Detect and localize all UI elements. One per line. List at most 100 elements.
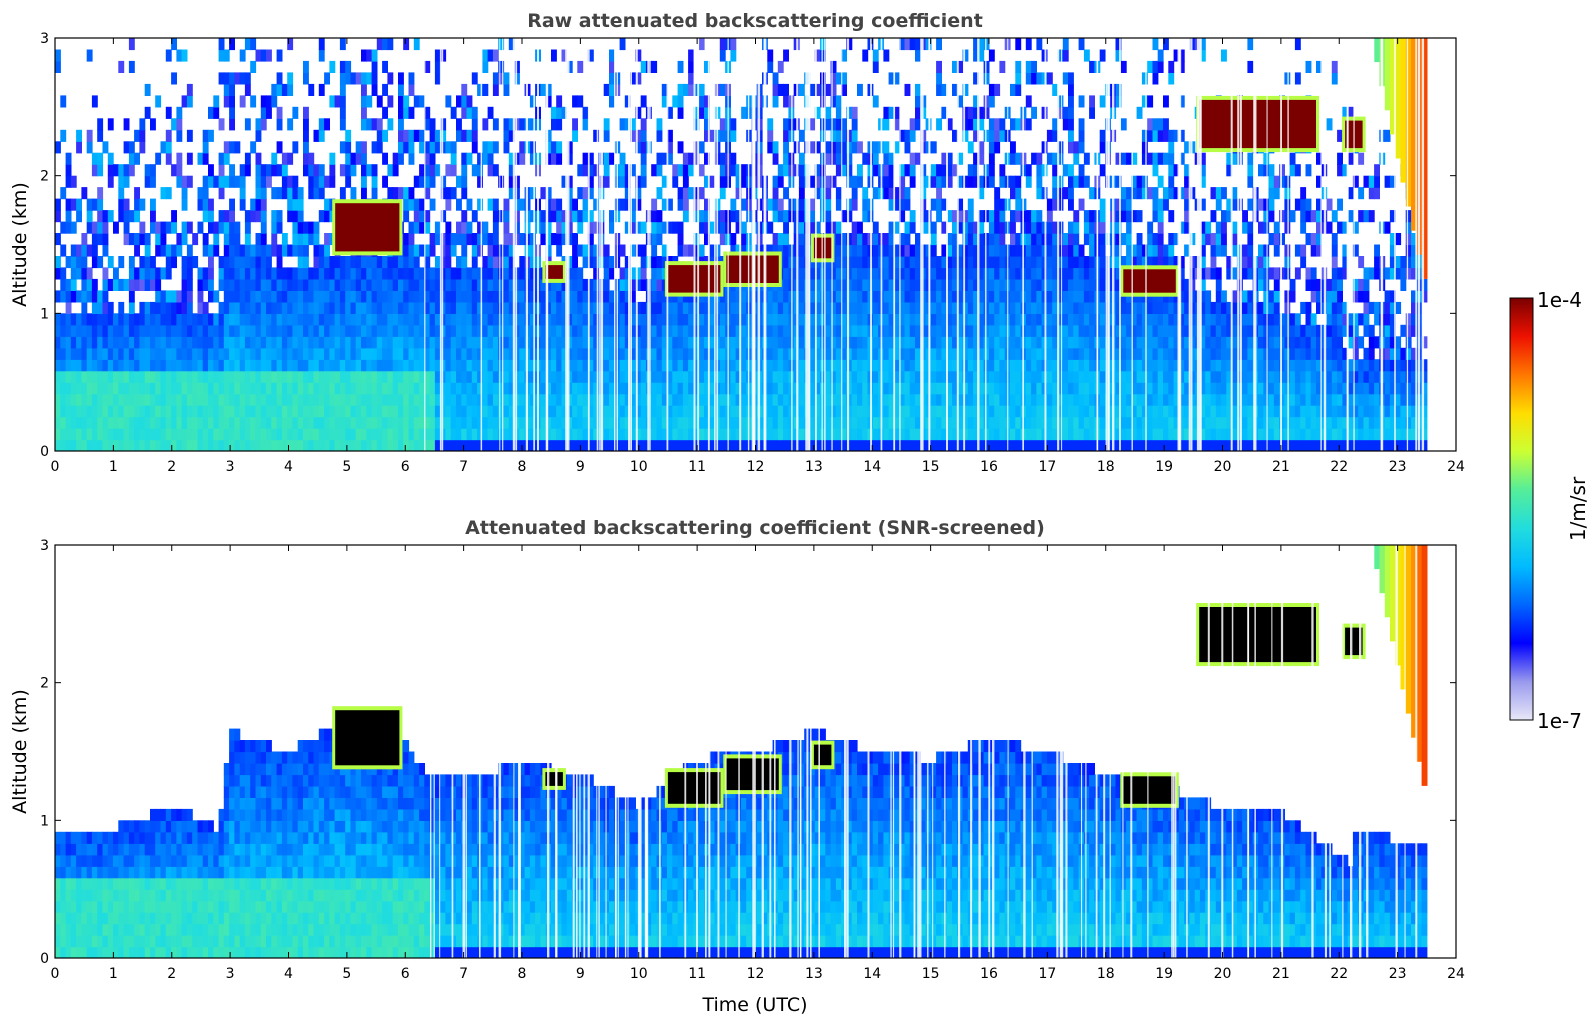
heatmap-cell (545, 370, 552, 383)
heatmap-cell (361, 164, 367, 177)
heatmap-cell (339, 393, 346, 406)
heatmap-cell (144, 164, 151, 177)
heatmap-cell (192, 324, 199, 337)
heatmap-cell (988, 278, 995, 291)
heatmap-cell (450, 324, 457, 337)
heatmap-cell (477, 382, 483, 395)
heatmap-cell (171, 313, 177, 326)
heatmap-cell (403, 313, 410, 326)
heatmap-cell (371, 347, 378, 360)
heatmap-cell (688, 152, 694, 165)
heatmap-cell (271, 267, 278, 280)
heatmap-cell (471, 106, 478, 119)
heatmap-cell (551, 210, 557, 223)
heatmap-cell (65, 439, 72, 451)
heatmap-cell (952, 428, 958, 441)
heatmap-cell (572, 393, 578, 406)
heatmap-cell (450, 416, 457, 429)
heatmap-cell (271, 210, 278, 223)
heatmap-cell (387, 38, 394, 51)
heatmap-cell (144, 428, 151, 441)
heatmap-cell (339, 324, 346, 337)
heatmap-cell (661, 83, 668, 96)
heatmap-cell (820, 187, 826, 200)
heatmap-cell (572, 347, 578, 360)
heatmap-cell (361, 301, 367, 314)
heatmap-cell (888, 256, 895, 269)
heatmap-cell (978, 244, 985, 257)
heatmap-cell (355, 359, 362, 372)
heatmap-cell (477, 416, 483, 429)
heatmap-cell (1025, 210, 1032, 223)
heatmap-cell (376, 405, 383, 418)
heatmap-cell (973, 152, 979, 165)
heatmap-cell (851, 382, 858, 395)
heatmap-cell (81, 359, 88, 372)
heatmap-cell (587, 233, 594, 246)
heatmap-cell (1068, 233, 1074, 246)
heatmap-cell (318, 278, 325, 291)
heatmap-cell (297, 393, 304, 406)
heatmap-cell (303, 256, 309, 269)
heatmap-cell (419, 359, 425, 372)
heatmap-cell (893, 198, 900, 211)
heatmap-cell (250, 290, 257, 303)
heatmap-cell (656, 370, 663, 383)
heatmap-cell (160, 393, 167, 406)
heatmap-cell (482, 152, 489, 165)
heatmap-cell (461, 370, 468, 383)
heatmap-cell (609, 347, 615, 360)
heatmap-cell (619, 267, 626, 280)
heatmap-cell (118, 370, 125, 383)
heatmap-cell (1046, 290, 1053, 303)
heatmap-cell (883, 393, 890, 406)
heatmap-cell (202, 428, 209, 441)
heatmap-cell (1036, 256, 1043, 269)
heatmap-cell (777, 60, 784, 73)
heatmap-cell (893, 244, 900, 257)
heatmap-cell (482, 221, 489, 234)
heatmap-cell (434, 129, 441, 142)
heatmap-cell (244, 278, 251, 291)
heatmap-cell (366, 278, 373, 291)
heatmap-cell (471, 164, 478, 177)
heatmap-cell (915, 95, 921, 108)
heatmap-cell (208, 370, 214, 383)
heatmap-cell (97, 164, 104, 177)
heatmap-cell (519, 370, 526, 383)
heatmap-cell (134, 416, 140, 429)
heatmap-cell (339, 267, 346, 280)
heatmap-cell (777, 347, 784, 360)
heatmap-cell (339, 336, 346, 349)
heatmap-cell (809, 439, 816, 451)
heatmap-cell (271, 278, 278, 291)
heatmap-cell (297, 198, 304, 211)
heatmap-cell (529, 416, 536, 429)
heatmap-cell (303, 393, 309, 406)
heatmap-cell (186, 336, 193, 349)
heatmap-cell (630, 129, 636, 142)
heatmap-cell (434, 290, 441, 303)
heatmap-cell (561, 313, 568, 326)
heatmap-cell (656, 416, 663, 429)
heatmap-cell (772, 233, 779, 246)
heatmap-cell (962, 244, 969, 257)
heatmap-cell (899, 187, 906, 200)
heatmap-cell (229, 439, 235, 451)
heatmap-cell (783, 359, 789, 372)
heatmap-cell (255, 428, 262, 441)
heatmap-cell (508, 313, 515, 326)
heatmap-cell (350, 336, 357, 349)
heatmap-cell (1062, 336, 1069, 349)
heatmap-cell (1010, 370, 1016, 383)
heatmap-cell (783, 290, 789, 303)
heatmap-cell (234, 416, 241, 429)
heatmap-cell (419, 95, 425, 108)
heatmap-cell (329, 95, 336, 108)
heatmap-cell (973, 439, 979, 451)
heatmap-cell (334, 405, 341, 418)
heatmap-cell (229, 347, 235, 360)
heatmap-cell (429, 405, 436, 418)
heatmap-cell (1062, 106, 1069, 119)
heatmap-cell (872, 359, 879, 372)
